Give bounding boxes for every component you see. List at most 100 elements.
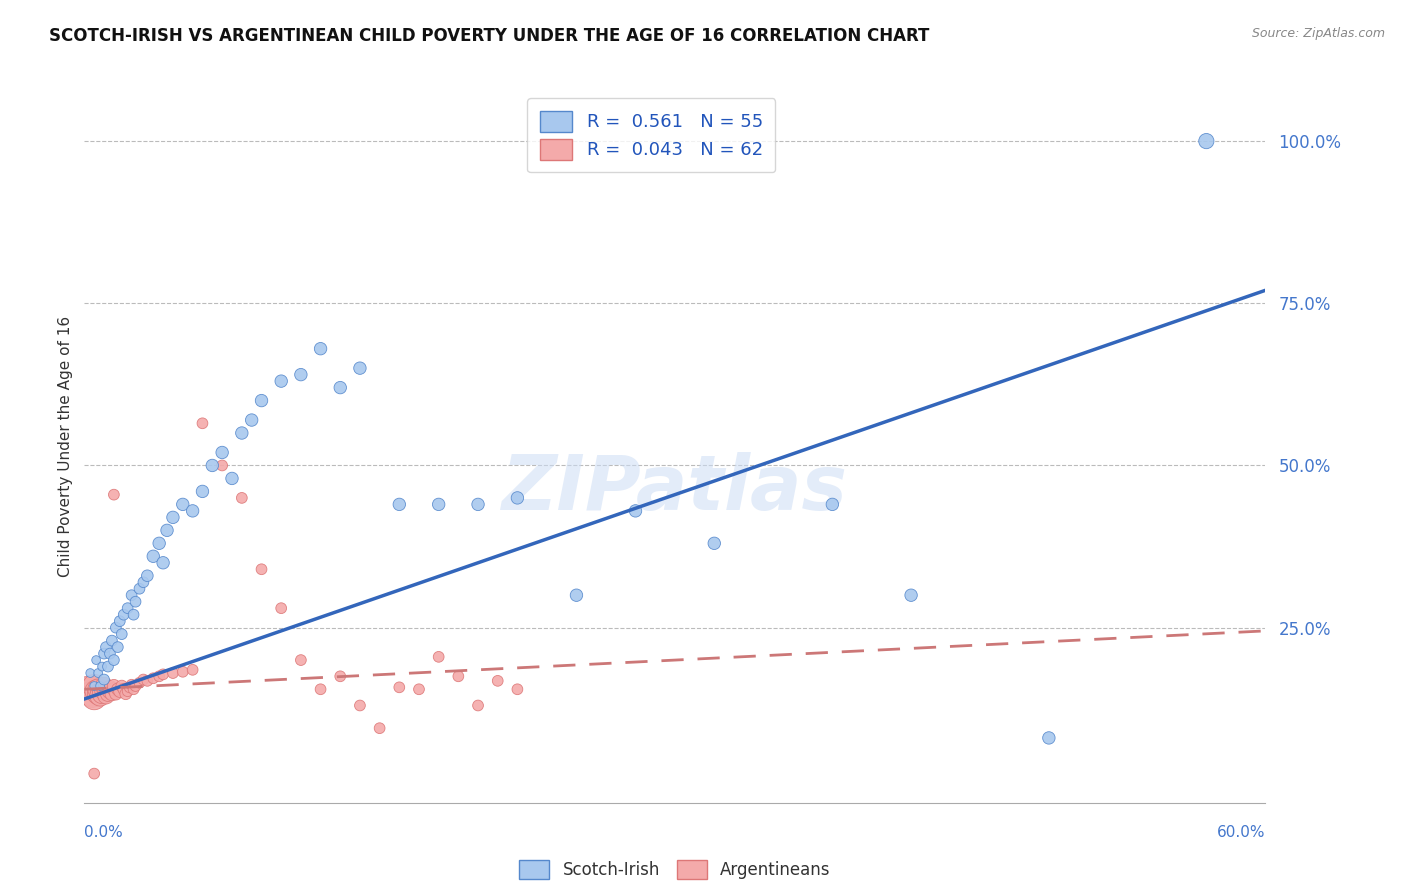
Point (152, 556, 174, 570)
Point (270, 601, 292, 615)
Point (467, 497, 489, 511)
Point (79, 687, 101, 701)
Point (142, 549, 165, 564)
Point (91, 684, 114, 698)
Point (83, 679, 105, 693)
Point (87, 666, 110, 681)
Point (83, 690, 105, 705)
Point (103, 488, 125, 502)
Point (93, 673, 115, 687)
Point (427, 649, 450, 664)
Point (329, 381, 352, 395)
Point (211, 458, 233, 473)
Point (1195, 134, 1218, 148)
Point (565, 588, 588, 602)
Point (408, 682, 430, 697)
Point (447, 669, 470, 683)
Point (104, 621, 127, 635)
Point (172, 497, 194, 511)
Point (84, 684, 107, 698)
Point (368, 721, 391, 735)
Point (77, 682, 100, 697)
Point (821, 497, 844, 511)
Point (103, 682, 125, 697)
Point (107, 640, 129, 654)
Point (98, 681, 121, 695)
Point (94, 689, 117, 703)
Point (118, 681, 141, 695)
Point (87, 682, 110, 697)
Point (156, 524, 179, 538)
Text: Source: ZipAtlas.com: Source: ZipAtlas.com (1251, 27, 1385, 40)
Point (270, 374, 292, 388)
Point (250, 393, 273, 408)
Point (132, 575, 155, 590)
Point (89, 685, 111, 699)
Point (191, 417, 214, 431)
Point (128, 675, 150, 690)
Point (148, 536, 170, 550)
Point (349, 361, 371, 376)
Point (162, 510, 184, 524)
Point (111, 627, 134, 641)
Point (309, 682, 332, 697)
Point (89, 679, 111, 693)
Point (101, 687, 124, 701)
Point (114, 687, 136, 701)
Point (172, 665, 194, 679)
Text: 60.0%: 60.0% (1218, 825, 1265, 840)
Point (181, 663, 204, 677)
Point (112, 607, 135, 622)
Point (87, 687, 110, 701)
Point (486, 673, 509, 688)
Point (83, 679, 105, 693)
Point (128, 582, 150, 596)
Point (124, 595, 146, 609)
Point (388, 681, 411, 695)
Point (117, 684, 139, 698)
Point (1038, 731, 1060, 745)
Point (467, 698, 489, 713)
Point (136, 673, 159, 688)
Point (309, 342, 332, 356)
Point (122, 682, 145, 697)
Point (191, 484, 214, 499)
Point (93, 679, 115, 693)
Point (82, 689, 104, 703)
Point (98, 684, 121, 698)
Point (79, 666, 101, 681)
Point (142, 671, 165, 685)
Legend: Scotch-Irish, Argentineans: Scotch-Irish, Argentineans (510, 851, 839, 888)
Point (107, 682, 129, 697)
Point (290, 368, 312, 382)
Point (93, 683, 115, 698)
Point (132, 673, 155, 687)
Point (240, 413, 263, 427)
Point (94, 685, 117, 699)
Text: ZIPatlas: ZIPatlas (502, 452, 848, 525)
Point (108, 684, 131, 698)
Point (290, 653, 312, 667)
Point (84, 653, 107, 667)
Point (162, 666, 184, 681)
Point (624, 504, 647, 518)
Point (231, 491, 253, 505)
Point (201, 458, 224, 473)
Point (111, 679, 134, 693)
Point (506, 491, 529, 505)
Point (211, 445, 233, 459)
Point (91, 687, 114, 701)
Point (83, 766, 105, 780)
Point (103, 679, 125, 693)
Point (506, 682, 529, 697)
Point (427, 497, 450, 511)
Point (117, 601, 139, 615)
Point (121, 588, 143, 602)
Point (112, 682, 135, 697)
Point (329, 669, 352, 683)
Text: SCOTCH-IRISH VS ARGENTINEAN CHILD POVERTY UNDER THE AGE OF 16 CORRELATION CHART: SCOTCH-IRISH VS ARGENTINEAN CHILD POVERT… (49, 27, 929, 45)
Point (93, 647, 115, 661)
Point (349, 698, 371, 713)
Point (148, 669, 170, 683)
Point (703, 536, 725, 550)
